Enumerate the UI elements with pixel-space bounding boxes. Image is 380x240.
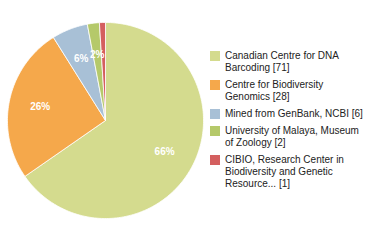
svg-text:66%: 66% xyxy=(155,146,175,157)
html-text:University of Malaya, Museum o: University of Malaya, Museum of Zoology … xyxy=(225,125,359,148)
html-text:CIBIO, Research Center in Biod: CIBIO, Research Center in Biodiversity a… xyxy=(225,154,344,189)
html-text:Mined from GenBank, NCBI [6]: Mined from GenBank, NCBI [6] xyxy=(225,108,363,119)
svg-text:2%: 2% xyxy=(90,49,105,60)
html-text:Canadian Centre for DNA Barcod: Canadian Centre for DNA Barcoding [71] xyxy=(225,50,339,73)
html-text:Centre for Biodiversity Genomi: Centre for Biodiversity Genomics [28] xyxy=(225,79,324,102)
svg-text:6%: 6% xyxy=(74,53,89,64)
svg-text:26%: 26% xyxy=(30,101,50,112)
